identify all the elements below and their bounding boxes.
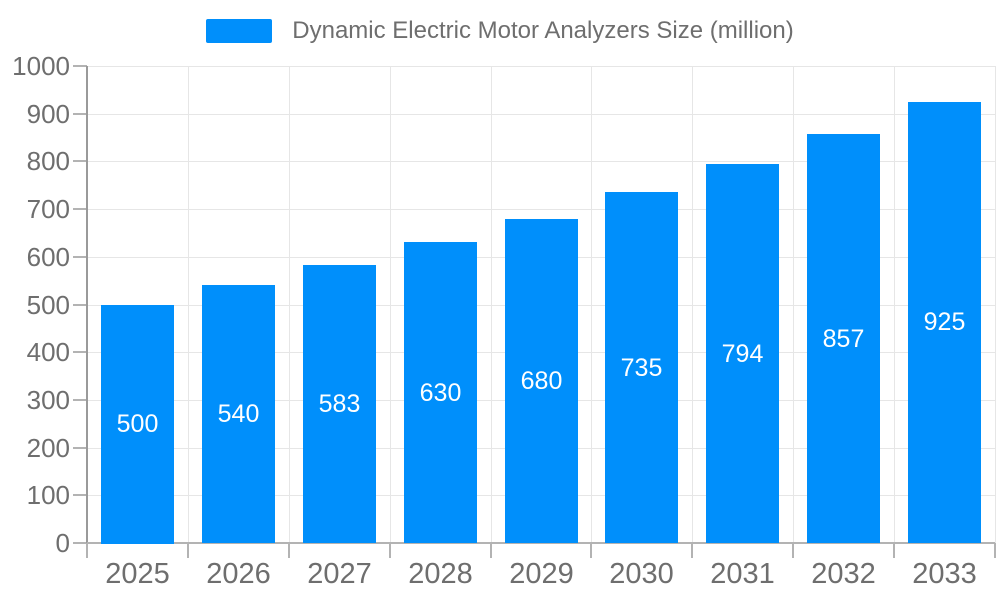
x-axis-tick	[389, 543, 391, 558]
y-axis-tick	[73, 256, 87, 258]
bar-2027[interactable]	[303, 265, 376, 543]
gridline-vertical	[995, 66, 996, 543]
bar-value-label: 540	[217, 400, 260, 428]
x-axis-tick-label: 2033	[912, 558, 977, 590]
gridline-vertical	[591, 66, 592, 543]
x-axis-tick	[288, 543, 290, 558]
y-axis-tick-label: 100	[26, 480, 70, 510]
bar-2029[interactable]	[505, 219, 578, 543]
bar-2033[interactable]	[908, 102, 981, 543]
gridline-horizontal	[87, 114, 995, 115]
y-axis-tick-label: 300	[26, 385, 70, 415]
gridline-vertical	[390, 66, 391, 543]
y-axis-tick-label: 600	[26, 242, 70, 272]
y-axis-tick	[73, 399, 87, 401]
bar-2030[interactable]	[605, 192, 678, 543]
legend-marker-icon	[206, 19, 273, 43]
gridline-vertical	[793, 66, 794, 543]
bar-2026[interactable]	[202, 285, 275, 543]
y-axis-tick-label: 800	[26, 146, 70, 176]
bar-value-label: 735	[620, 354, 663, 382]
gridline-vertical	[894, 66, 895, 543]
x-axis-tick-label: 2025	[105, 558, 170, 590]
gridline-horizontal	[87, 209, 995, 210]
x-axis-tick	[792, 543, 794, 558]
y-axis-tick	[73, 447, 87, 449]
bar-value-label: 857	[822, 325, 865, 353]
x-axis-tick-label: 2028	[408, 558, 473, 590]
gridline-vertical	[692, 66, 693, 543]
y-axis-tick	[73, 494, 87, 496]
legend-label: Dynamic Electric Motor Analyzers Size (m…	[292, 17, 794, 44]
bar-2032[interactable]	[807, 134, 880, 543]
gridline-vertical	[491, 66, 492, 543]
bar-value-label: 500	[116, 410, 159, 438]
legend[interactable]: Dynamic Electric Motor Analyzers Size (m…	[0, 17, 1000, 44]
y-axis-tick-label: 400	[26, 337, 70, 367]
y-axis-tick	[73, 160, 87, 162]
y-axis-tick-label: 1000	[12, 51, 70, 81]
x-axis-tick	[187, 543, 189, 558]
gridline-horizontal	[87, 66, 995, 67]
bar-2031[interactable]	[706, 164, 779, 543]
gridline-horizontal	[87, 161, 995, 162]
y-axis-tick	[73, 351, 87, 353]
x-axis-line	[87, 542, 995, 544]
bar-value-label: 925	[923, 308, 966, 336]
y-axis-tick-label: 900	[26, 99, 70, 129]
x-axis-tick-label: 2026	[206, 558, 271, 590]
x-axis-tick-label: 2032	[811, 558, 876, 590]
bar-value-label: 680	[520, 367, 563, 395]
bar-2025[interactable]	[101, 305, 174, 544]
y-axis-tick-label: 200	[26, 433, 70, 463]
bar-value-label: 630	[419, 379, 462, 407]
bar-value-label: 794	[721, 340, 764, 368]
y-axis-tick	[73, 208, 87, 210]
y-axis-line	[86, 66, 88, 543]
y-axis-tick	[73, 65, 87, 67]
bar-2028[interactable]	[404, 242, 477, 543]
bar-value-label: 583	[318, 390, 361, 418]
x-axis-tick-label: 2029	[509, 558, 574, 590]
y-axis-tick-label: 500	[26, 290, 70, 320]
x-axis-tick	[691, 543, 693, 558]
x-axis-tick	[490, 543, 492, 558]
x-axis-tick	[590, 543, 592, 558]
x-axis-tick-label: 2030	[609, 558, 674, 590]
y-axis-tick	[73, 113, 87, 115]
y-axis-tick	[73, 542, 87, 544]
gridline-vertical	[188, 66, 189, 543]
y-axis-tick-label: 700	[26, 194, 70, 224]
gridline-vertical	[289, 66, 290, 543]
y-axis-tick-label: 0	[55, 528, 70, 558]
x-axis-tick-label: 2027	[307, 558, 372, 590]
x-axis-tick	[86, 543, 88, 558]
x-axis-tick	[994, 543, 996, 558]
x-axis-tick	[893, 543, 895, 558]
y-axis-tick	[73, 304, 87, 306]
x-axis-tick-label: 2031	[710, 558, 775, 590]
